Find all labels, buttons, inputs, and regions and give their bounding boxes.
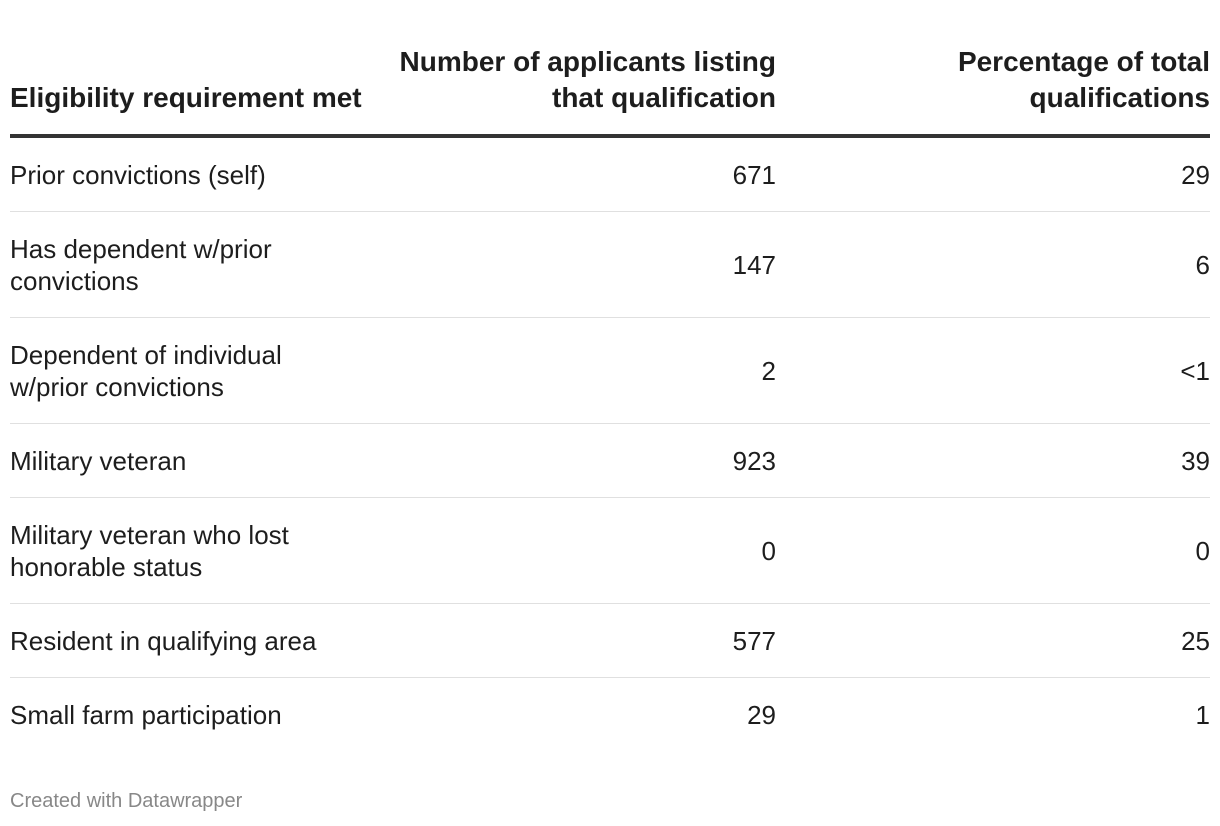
cell-requirement: Dependent of individual w/prior convicti…: [10, 317, 380, 424]
cell-percentage: <1: [776, 317, 1210, 424]
cell-percentage: 25: [776, 603, 1210, 678]
table-row: Has dependent w/prior convictions 147 6: [10, 211, 1210, 318]
cell-applicants: 147: [380, 211, 776, 318]
cell-requirement: Prior convictions (self): [10, 136, 380, 212]
data-table-container: Eligibility requirement met Number of ap…: [10, 44, 1210, 751]
cell-applicants: 671: [380, 136, 776, 212]
cell-percentage: 6: [776, 211, 1210, 318]
cell-percentage: 0: [776, 497, 1210, 604]
table-body: Prior convictions (self) 671 29 Has depe…: [10, 136, 1210, 751]
cell-requirement-text: Has dependent w/prior convictions: [10, 233, 272, 296]
cell-requirement-text: Dependent of individual w/prior convicti…: [10, 339, 282, 402]
cell-applicants: 923: [380, 423, 776, 498]
table-row: Resident in qualifying area 577 25: [10, 603, 1210, 678]
table-row: Dependent of individual w/prior convicti…: [10, 317, 1210, 424]
cell-applicants: 577: [380, 603, 776, 678]
cell-applicants: 2: [380, 317, 776, 424]
column-header-requirement: Eligibility requirement met: [10, 44, 380, 138]
cell-applicants: 0: [380, 497, 776, 604]
cell-applicants: 29: [747, 699, 776, 730]
table-row: Small farm participation 29 1: [10, 678, 1210, 752]
datawrapper-credit: Created with Datawrapper: [10, 790, 243, 812]
cell-requirement: Military veteran who lost honorable stat…: [10, 497, 380, 604]
cell-requirement: Resident in qualifying area: [10, 603, 380, 678]
table-row: Military veteran who lost honorable stat…: [10, 497, 1210, 604]
cell-requirement: Military veteran: [10, 423, 380, 498]
column-header-percentage: Percentage of total qualifications: [776, 44, 1210, 138]
header-row: Eligibility requirement met Number of ap…: [10, 44, 1210, 138]
column-header-applicants: Number of applicants listing that qualif…: [380, 44, 776, 138]
cell-requirement-text: Military veteran who lost honorable stat…: [10, 519, 289, 582]
cell-requirement: Small farm participation: [10, 699, 282, 730]
cell-percentage: 1: [1195, 699, 1210, 730]
cell-percentage: 39: [776, 423, 1210, 498]
cell-percentage: 29: [776, 136, 1210, 212]
table-header: Eligibility requirement met Number of ap…: [10, 44, 1210, 138]
cell-requirement: Has dependent w/prior convictions: [10, 211, 380, 318]
table-row: Military veteran 923 39: [10, 423, 1210, 498]
table-row: Prior convictions (self) 671 29: [10, 136, 1210, 212]
eligibility-table: Eligibility requirement met Number of ap…: [10, 44, 1210, 751]
